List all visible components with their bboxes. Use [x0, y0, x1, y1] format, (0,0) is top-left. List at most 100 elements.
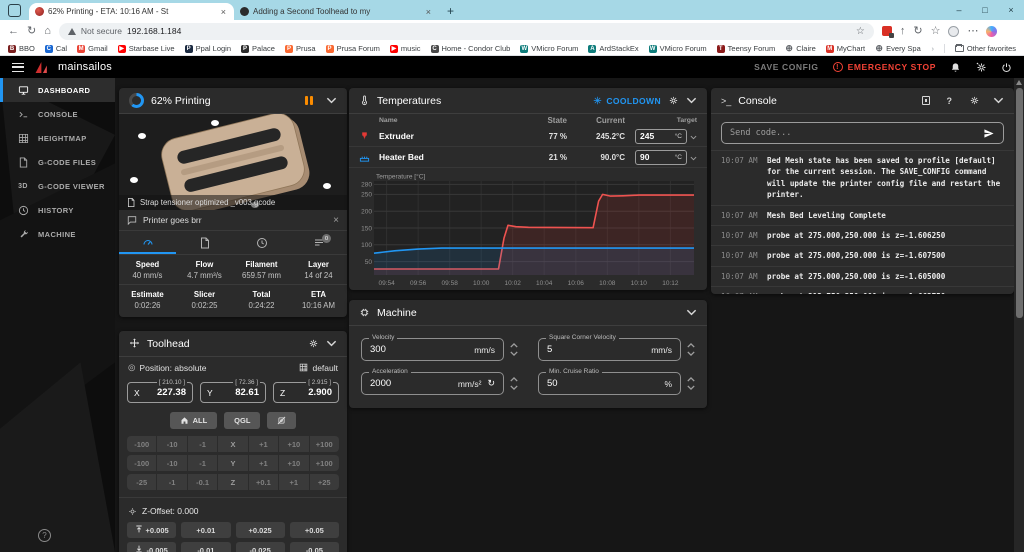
tab-queue[interactable]: 0 — [290, 231, 347, 254]
bookmarks-overflow-chevron[interactable]: › — [931, 44, 934, 53]
scrollbar-thumb[interactable] — [1016, 88, 1023, 318]
tab-close-icon[interactable]: × — [219, 7, 228, 17]
power-icon[interactable] — [1001, 62, 1012, 73]
bookmark-item[interactable]: MGmail — [77, 44, 108, 53]
bookmark-item[interactable]: ⊕Claire — [785, 44, 816, 53]
move-button[interactable]: +1 — [249, 436, 278, 452]
chevron-down-icon[interactable] — [690, 148, 697, 166]
move-button[interactable]: -10 — [157, 436, 186, 452]
field-stepper[interactable] — [510, 377, 518, 390]
settings-gear-icon[interactable] — [308, 338, 319, 349]
tab-actions-icon[interactable] — [8, 4, 21, 17]
move-button[interactable]: -10 — [157, 455, 186, 471]
sidebar-item-g-code-viewer[interactable]: 3DG-CODE VIEWER — [0, 174, 115, 198]
favorites-icon[interactable]: ☆ — [931, 26, 941, 37]
address-input[interactable]: Not secure 192.168.1.184 ☆ — [59, 23, 874, 40]
z-offset-down-button[interactable]: -0.05 — [290, 542, 339, 552]
sidebar-item-g-code-files[interactable]: G-CODE FILES — [0, 150, 115, 174]
move-button[interactable]: -1 — [188, 436, 217, 452]
z-offset-down-button[interactable]: -0.025 — [236, 542, 285, 552]
bookmark-item[interactable]: PPrusa — [285, 44, 316, 53]
browser-tab-inactive[interactable]: Adding a Second Toolhead to my × — [234, 3, 439, 20]
reload-icon[interactable]: ↻ — [27, 26, 36, 37]
tab-history[interactable] — [233, 231, 290, 254]
motors-off-button[interactable] — [267, 412, 296, 429]
collapse-icon[interactable] — [686, 95, 697, 106]
menu-icon[interactable] — [12, 63, 24, 72]
upload-icon[interactable]: ↑ — [900, 26, 906, 37]
axis-x-position-input[interactable]: [ 210.10 ]X227.38 — [127, 382, 193, 403]
move-button[interactable]: +0.1 — [249, 474, 278, 490]
z-offset-up-button[interactable]: +0.01 — [181, 522, 230, 538]
profile-avatar[interactable] — [948, 26, 959, 37]
bookmark-item[interactable]: WVMicro Forum — [520, 44, 578, 53]
bookmark-item[interactable]: AArdStackEx — [588, 44, 638, 53]
move-button[interactable]: -25 — [127, 474, 156, 490]
z-offset-up-button[interactable]: +0.025 — [236, 522, 285, 538]
browser-tab-active[interactable]: 62% Printing - ETA: 10:16 AM - St × — [29, 3, 234, 20]
tab-close-icon[interactable]: × — [424, 7, 433, 17]
sidebar-item-dashboard[interactable]: DASHBOARD — [0, 78, 115, 102]
scrollbar-up-arrow[interactable] — [1016, 80, 1022, 85]
sidebar-item-history[interactable]: HISTORY — [0, 198, 115, 222]
window-minimize-button[interactable]: – — [946, 0, 972, 20]
copilot-icon[interactable] — [986, 26, 997, 37]
qgl-button[interactable]: QGL — [224, 412, 260, 429]
note-close-icon[interactable]: × — [333, 215, 339, 226]
move-button[interactable]: -1 — [157, 474, 186, 490]
bookmark-item[interactable]: PPrusa Forum — [326, 44, 380, 53]
bookmark-item[interactable]: ▶Starbase Live — [118, 44, 175, 53]
target-temp-input[interactable]: 90°C — [635, 150, 687, 165]
move-button[interactable]: +10 — [279, 455, 308, 471]
bookmark-item[interactable]: BBBO — [8, 44, 35, 53]
other-favorites[interactable]: Other favorites — [955, 44, 1016, 53]
tab-status[interactable] — [119, 231, 176, 254]
z-offset-down-button[interactable]: -0.005 — [127, 542, 176, 552]
bookmark-item[interactable]: PPpal Login — [185, 44, 231, 53]
browser-essentials-icon[interactable]: ↻ — [913, 26, 922, 37]
window-maximize-button[interactable]: □ — [972, 0, 998, 20]
home-all-button[interactable]: ALL — [170, 412, 218, 429]
hide-temporary-messages-icon[interactable] — [922, 96, 930, 105]
target-temp-input[interactable]: 245°C — [635, 129, 687, 144]
machine-field-input[interactable]: Acceleration2000mm/s²↻ — [361, 372, 504, 395]
move-button[interactable]: +10 — [279, 436, 308, 452]
move-button[interactable]: +1 — [279, 474, 308, 490]
mesh-profile-label[interactable]: default — [312, 363, 338, 373]
bookmark-star-icon[interactable]: ☆ — [856, 26, 865, 37]
console-input[interactable] — [730, 128, 977, 138]
z-offset-up-button[interactable]: +0.05 — [290, 522, 339, 538]
collapse-icon[interactable] — [993, 95, 1004, 106]
home-icon[interactable]: ⌂ — [44, 26, 51, 37]
bookmark-item[interactable]: ▶music — [390, 44, 421, 53]
extension-icon[interactable] — [882, 26, 892, 36]
sidebar-item-console[interactable]: CONSOLE — [0, 102, 115, 126]
sidebar-item-heightmap[interactable]: HEIGHTMAP — [0, 126, 115, 150]
move-button[interactable]: +25 — [310, 474, 339, 490]
bookmark-item[interactable]: CHome - Condor Club — [431, 44, 511, 53]
more-menu-icon[interactable]: ⋯ — [967, 26, 978, 37]
settings-gear-icon[interactable] — [969, 95, 980, 106]
tab-file[interactable] — [176, 231, 233, 254]
cooldown-button[interactable]: COOLDOWN — [593, 96, 661, 106]
machine-field-input[interactable]: Min. Cruise Ratio50% — [538, 372, 681, 395]
z-offset-up-button[interactable]: +0.005 — [127, 522, 176, 538]
console-log[interactable]: 10:07 AMBed Mesh state has been saved to… — [711, 150, 1014, 294]
field-stepper[interactable] — [687, 343, 695, 356]
services-gear-icon[interactable] — [975, 61, 987, 73]
axis-y-position-input[interactable]: [ 72.36 ]Y82.61 — [200, 382, 266, 403]
move-button[interactable]: -0.1 — [188, 474, 217, 490]
send-icon[interactable] — [983, 128, 995, 139]
settings-gear-icon[interactable] — [668, 95, 679, 106]
bookmark-item[interactable]: MMyChart — [826, 44, 865, 53]
emergency-stop-button[interactable]: ! EMERGENCY STOP — [833, 62, 936, 72]
collapse-icon[interactable] — [326, 95, 337, 106]
bookmark-item[interactable]: ⊕Every SpaceX Launc... — [875, 44, 921, 53]
bookmark-item[interactable]: PPalace — [241, 44, 275, 53]
collapse-icon[interactable] — [326, 338, 337, 349]
field-stepper[interactable] — [510, 343, 518, 356]
move-button[interactable]: +100 — [310, 455, 339, 471]
axis-z-position-input[interactable]: [ 2.915 ]Z2.900 — [273, 382, 339, 403]
collapse-icon[interactable] — [686, 307, 697, 318]
help-button[interactable]: ? — [38, 529, 51, 542]
